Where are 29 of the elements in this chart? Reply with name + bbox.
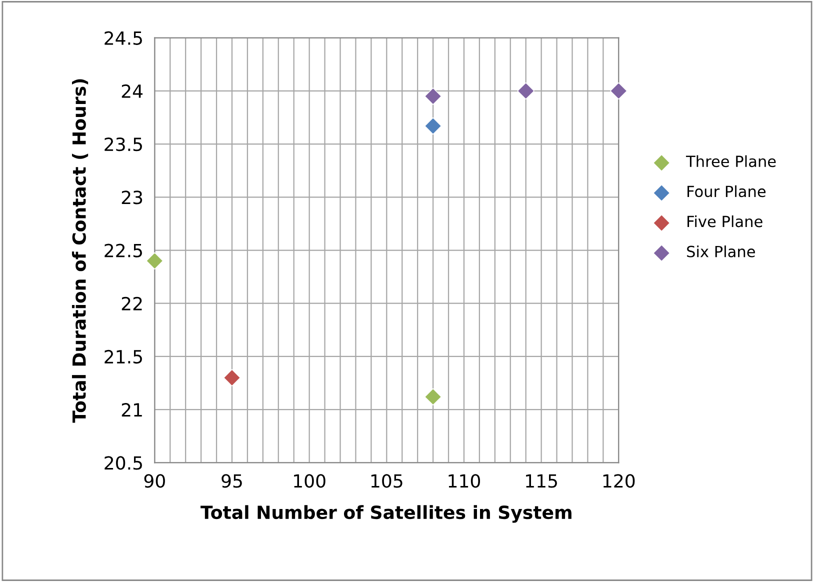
point	[223, 369, 241, 386]
legend-label: Three Plane	[686, 155, 776, 168]
y-tick-label: 20.5	[104, 456, 142, 470]
legend-label: Six Plane	[687, 245, 755, 258]
legend-label: Five Plane	[688, 215, 762, 228]
x-tick-label: 115	[526, 474, 557, 488]
x-tick-label: 90	[144, 474, 165, 488]
y-tick-label: 22.5	[104, 244, 142, 258]
x-tick-label: 120	[603, 474, 635, 488]
legend-label: Four Plane	[688, 185, 766, 198]
x-tick-label: 95	[222, 474, 242, 488]
y-tick-label: 21	[122, 403, 142, 416]
point	[424, 88, 442, 105]
x-tick-label: 110	[448, 474, 480, 488]
y-tick-label: 22	[122, 296, 142, 310]
point	[146, 252, 164, 270]
y-axis-title: Total Duration of Contact ( Hours)	[72, 79, 88, 423]
y-tick-label: 23.5	[104, 138, 142, 152]
y-tick-label: 21.5	[104, 350, 142, 364]
point	[517, 82, 534, 100]
y-tick-label: 24	[122, 84, 143, 98]
y-tick-label: 23	[122, 190, 142, 204]
point	[424, 388, 442, 406]
x-tick-label: 105	[371, 474, 402, 488]
y-tick-label: 24.5	[104, 31, 142, 45]
point	[610, 82, 628, 100]
point	[424, 117, 442, 135]
x-tick-label: 100	[294, 474, 326, 488]
x-axis-title: Total Number of Satellites in System	[200, 505, 572, 523]
